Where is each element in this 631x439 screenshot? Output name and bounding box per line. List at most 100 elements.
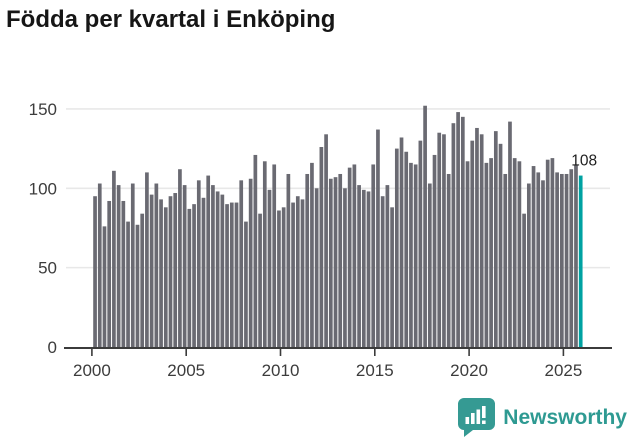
bar — [404, 151, 409, 347]
bar — [328, 178, 333, 347]
bar — [93, 196, 97, 347]
bar — [526, 183, 531, 347]
bar — [262, 161, 267, 347]
bar — [112, 170, 116, 347]
bar — [409, 162, 413, 347]
bar — [427, 183, 432, 347]
x-tick-label-2010: 2010 — [262, 361, 300, 380]
bar — [456, 112, 460, 347]
y-tick-label-100: 100 — [29, 179, 57, 198]
bar — [215, 191, 220, 347]
bar — [267, 189, 272, 347]
bar — [559, 173, 564, 347]
bar — [564, 173, 569, 347]
bar — [465, 161, 470, 347]
bar — [484, 162, 489, 347]
page-title: Födda per kvartal i Enköping — [6, 6, 336, 33]
bar — [555, 172, 559, 347]
bar — [498, 143, 503, 347]
bar — [531, 166, 536, 347]
bar — [178, 169, 182, 347]
bar — [541, 180, 545, 347]
bar — [442, 134, 446, 347]
bar — [423, 105, 427, 347]
logo-bars-glyph — [465, 406, 486, 424]
bar — [503, 173, 508, 347]
bar — [512, 158, 517, 347]
bar — [229, 202, 234, 347]
bar — [300, 199, 305, 347]
bar — [508, 121, 512, 347]
bar — [140, 213, 145, 347]
bar — [380, 196, 385, 347]
bar — [432, 154, 437, 347]
bar — [489, 158, 493, 347]
bar — [305, 173, 310, 347]
bar — [357, 185, 361, 347]
bars-group — [93, 105, 583, 347]
y-tick-label-0: 0 — [48, 338, 57, 357]
bar — [536, 172, 541, 347]
bar — [569, 169, 574, 347]
bar — [206, 175, 211, 347]
bar — [201, 197, 206, 347]
bar — [121, 200, 126, 347]
bar — [102, 226, 107, 347]
bar — [352, 164, 357, 347]
bar — [154, 183, 159, 347]
bar — [196, 180, 201, 347]
bar — [437, 132, 442, 347]
bar — [168, 196, 173, 347]
bar — [107, 200, 112, 347]
bar — [225, 204, 229, 347]
bar — [319, 147, 324, 347]
bar — [470, 140, 475, 347]
bar — [418, 140, 423, 347]
bar — [126, 221, 130, 347]
bar — [376, 129, 380, 347]
bar — [116, 185, 121, 347]
bar — [244, 221, 248, 347]
y-tick-label-150: 150 — [29, 100, 57, 119]
bar — [277, 210, 281, 347]
bar — [130, 183, 135, 347]
bar — [413, 164, 418, 347]
bar — [361, 189, 366, 347]
bar — [347, 167, 352, 347]
bar — [517, 161, 522, 347]
bar — [253, 154, 258, 347]
bar — [295, 196, 300, 347]
newsworthy-brand-link[interactable]: Newsworthy — [458, 398, 627, 437]
bar — [522, 213, 526, 347]
bar — [291, 202, 295, 347]
bar — [145, 172, 149, 347]
bar — [220, 194, 225, 347]
bar — [324, 134, 328, 347]
bar — [545, 159, 550, 347]
bar — [338, 173, 343, 347]
bar — [390, 207, 394, 347]
y-tick-label-50: 50 — [38, 259, 57, 278]
bar — [394, 148, 399, 347]
newsworthy-bubble-chart-icon — [458, 398, 496, 437]
bar — [258, 213, 262, 347]
bar-highlight-latest — [578, 175, 583, 347]
bar — [286, 173, 291, 347]
x-tick-label-2005: 2005 — [167, 361, 205, 380]
bar — [385, 185, 390, 347]
bar — [135, 224, 140, 347]
bar — [479, 134, 484, 347]
bar — [163, 207, 168, 347]
bar — [310, 162, 314, 347]
bar — [493, 131, 498, 347]
bar — [550, 158, 555, 347]
bar — [314, 188, 319, 347]
bar — [97, 183, 102, 347]
bar — [371, 164, 376, 347]
bar — [281, 207, 286, 347]
bar — [182, 185, 187, 347]
brand-name: Newsworthy — [503, 406, 627, 429]
bar — [343, 188, 347, 347]
bar — [272, 164, 277, 347]
